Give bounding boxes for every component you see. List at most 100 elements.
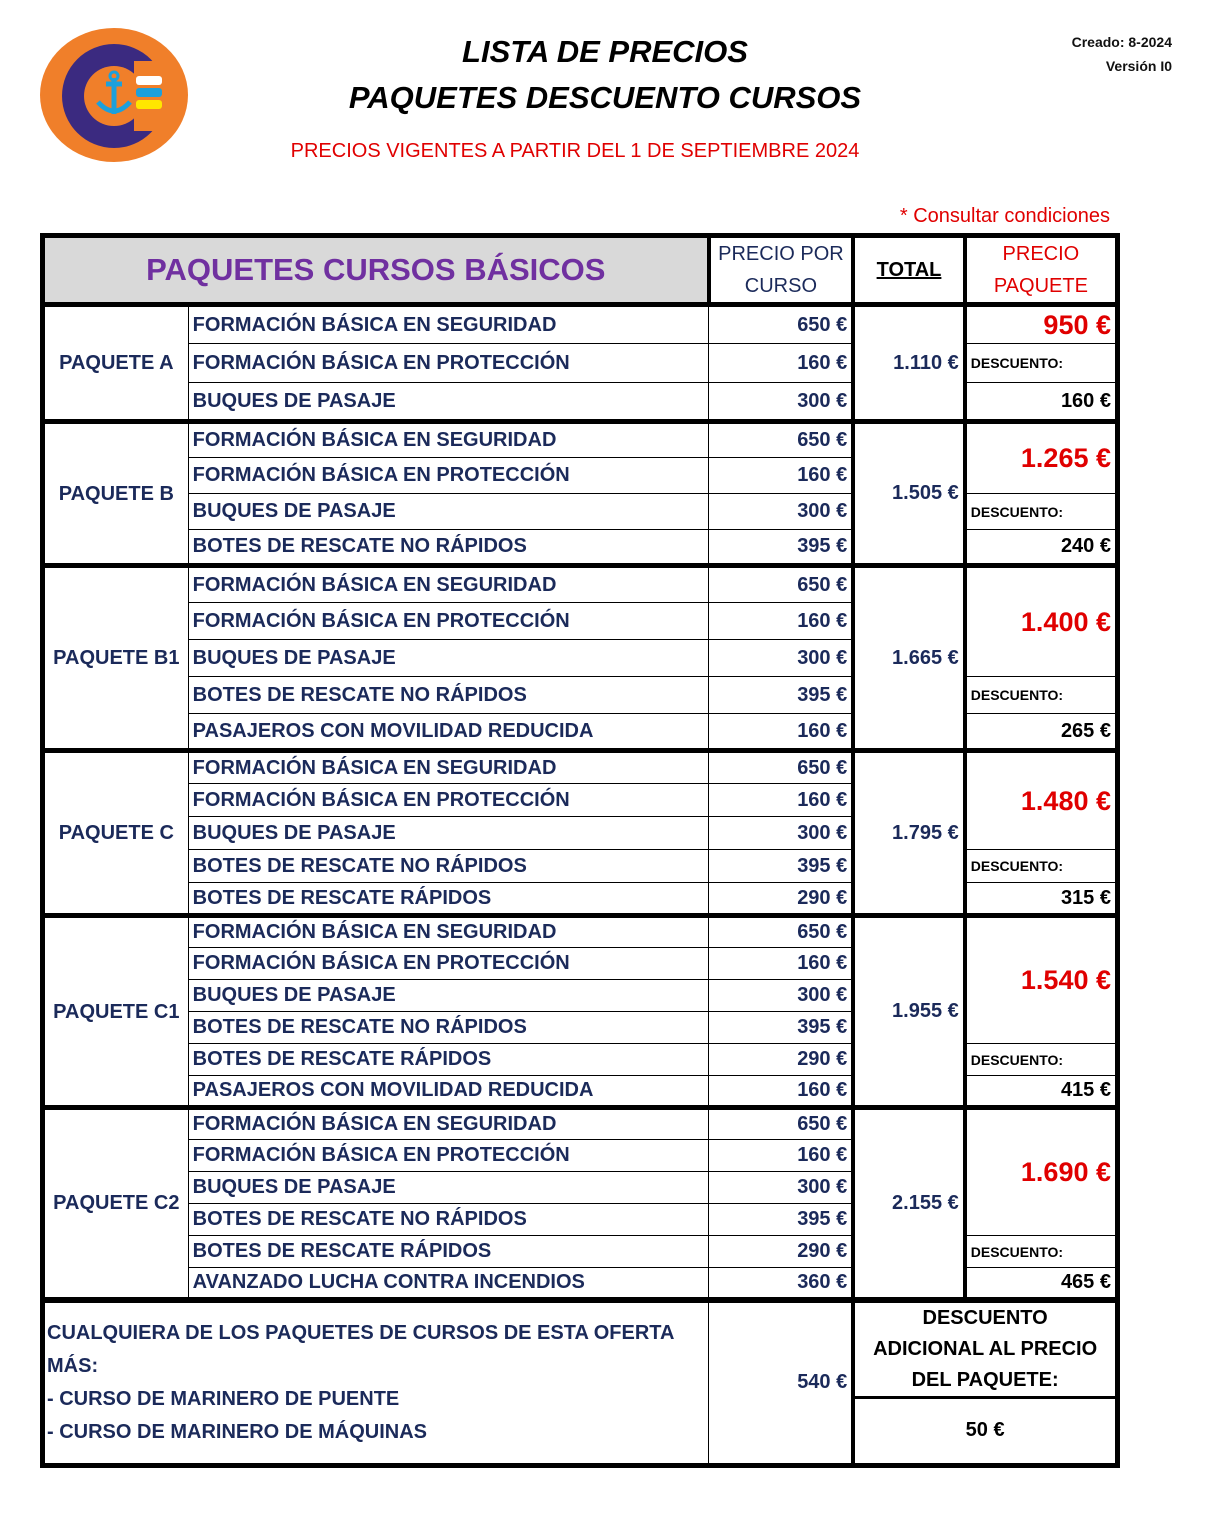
table-row: PAQUETE C1 FORMACIÓN BÁSICA EN SEGURIDAD 6…	[42, 913, 1118, 1108]
header-text: PRECIO	[1002, 243, 1080, 265]
discount-value: 465 €	[964, 1267, 1118, 1300]
package-name: PAQUETE C1	[42, 913, 189, 1108]
course-price: 290 €	[708, 882, 854, 916]
course-price: 395 €	[708, 849, 854, 883]
course-name: FORMACIÓN BÁSICA EN PROTECCIÓN	[187, 602, 710, 640]
package-price: 1.540 €	[964, 913, 1118, 1044]
col-price-per-course: PRECIO POR CURSO	[708, 235, 856, 305]
col-package-price: PRECIO PAQUETE	[964, 235, 1120, 305]
course-name: AVANZADO LUCHA CONTRA INCENDIOS	[187, 1267, 710, 1300]
table-header-row: PAQUETES CURSOS BÁSICOS PRECIO POR CURSO …	[41, 235, 1120, 305]
table-row: PAQUETE B FORMACIÓN BÁSICA EN SEGURIDAD 65…	[42, 419, 1118, 566]
table-row: BOTES DE RESCATE NO RÁPIDOS 395 € 240 €	[43, 529, 1118, 566]
course-name: BOTES DE RESCATE NO RÁPIDOS	[187, 849, 710, 883]
table-row: PAQUETE A FORMACIÓN BÁSICA EN SEGURIDAD 65…	[42, 302, 1118, 422]
course-name: PASAJEROS CON MOVILIDAD REDUCIDA	[187, 1075, 710, 1108]
course-name: BOTES DE RESCATE RÁPIDOS	[187, 1235, 710, 1268]
course-price: 160 €	[708, 343, 854, 383]
course-price: 360 €	[708, 1267, 854, 1300]
offer-line: CUALQUIERA DE LOS PAQUETES DE CURSOS DE …	[47, 1321, 675, 1344]
discount-value: 265 €	[964, 713, 1118, 751]
table-row: BOTES DE RESCATE RÁPIDOS 290 € DESCUENTO:	[43, 1043, 1118, 1076]
course-name: BOTES DE RESCATE NO RÁPIDOS	[187, 1203, 710, 1236]
course-name: BOTES DE RESCATE RÁPIDOS	[187, 1043, 710, 1076]
course-name: FORMACIÓN BÁSICA EN SEGURIDAD	[187, 563, 710, 603]
course-price: 160 €	[708, 713, 854, 751]
discount-value: 160 €	[964, 382, 1118, 422]
header-text: PRECIO POR	[718, 243, 844, 265]
offer-line: - CURSO DE MARINERO DE PUENTE	[47, 1387, 400, 1410]
table-row: BUQUES DE PASAJE 300 €	[43, 979, 1118, 1012]
discount-label: DESCUENTO:	[964, 676, 1118, 714]
course-price: 160 €	[708, 602, 854, 640]
course-name: BOTES DE RESCATE NO RÁPIDOS	[187, 676, 710, 714]
price-table: PAQUETES CURSOS BÁSICOS PRECIO POR CURSO …	[40, 233, 1120, 1468]
package-total: 1.955 €	[851, 913, 967, 1108]
course-price: 395 €	[708, 676, 854, 714]
course-name: BUQUES DE PASAJE	[187, 979, 710, 1012]
course-name: BUQUES DE PASAJE	[187, 816, 710, 850]
table-row: PAQUETE C2 FORMACIÓN BÁSICA EN SEGURIDAD 6…	[42, 1105, 1118, 1300]
course-price: 300 €	[708, 493, 854, 530]
table-row: AVANZADO LUCHA CONTRA INCENDIOS 360 € 465 …	[43, 1267, 1118, 1300]
table-row: FORMACIÓN BÁSICA EN PROTECCIÓN 160 €	[43, 1139, 1118, 1172]
course-price: 650 €	[708, 563, 854, 603]
table-row: FORMACIÓN BÁSICA EN PROTECCIÓN 160 €	[43, 783, 1118, 817]
offer-line: - CURSO DE MARINERO DE MÁQUINAS	[47, 1420, 428, 1443]
footer-row-2: 50 €	[43, 1396, 1119, 1466]
package-price: 1.690 €	[964, 1105, 1118, 1236]
course-name: FORMACIÓN BÁSICA EN PROTECCIÓN	[187, 1139, 710, 1172]
course-name: BOTES DE RESCATE NO RÁPIDOS	[187, 529, 710, 566]
course-price: 650 €	[708, 302, 854, 344]
table-row: BOTES DE RESCATE NO RÁPIDOS 395 € DESCUENT…	[43, 849, 1118, 883]
package-price: 950 €	[964, 302, 1118, 344]
package-total: 1.110 €	[851, 302, 967, 422]
table-row: BOTES DE RESCATE RÁPIDOS 290 € 315 €	[43, 882, 1118, 916]
course-name: FORMACIÓN BÁSICA EN SEGURIDAD	[187, 302, 710, 344]
table-row: FORMACIÓN BÁSICA EN PROTECCIÓN 160 €	[43, 947, 1118, 980]
created-date: Creado: 8-2024	[1071, 34, 1172, 50]
course-price: 160 €	[708, 1075, 854, 1108]
discount-value: 240 €	[964, 529, 1118, 566]
col-total: TOTAL	[852, 235, 967, 305]
document-meta: Creado: 8-2024 Versión I0	[1072, 30, 1172, 78]
discount-label: DESCUENTO:	[964, 493, 1118, 530]
course-price: 160 €	[708, 783, 854, 817]
course-price: 300 €	[708, 979, 854, 1012]
package-name: PAQUETE B1	[42, 563, 189, 751]
package-total: 1.795 €	[851, 748, 967, 916]
table-title: PAQUETES CURSOS BÁSICOS	[41, 235, 711, 305]
footer-offer-text: CUALQUIERA DE LOS PAQUETES DE CURSOS DE …	[41, 1296, 710, 1466]
course-name: BOTES DE RESCATE NO RÁPIDOS	[187, 1011, 710, 1044]
table-row: FORMACIÓN BÁSICA EN PROTECCIÓN 160 €	[43, 457, 1118, 494]
course-name: FORMACIÓN BÁSICA EN PROTECCIÓN	[187, 343, 710, 383]
course-price: 300 €	[708, 1171, 854, 1204]
course-name: FORMACIÓN BÁSICA EN PROTECCIÓN	[187, 783, 710, 817]
table-row: PAQUETE B1 FORMACIÓN BÁSICA EN SEGURIDAD 6…	[42, 563, 1118, 751]
package-total: 1.505 €	[851, 419, 967, 566]
offer-line: MÁS:	[47, 1354, 99, 1377]
table-row: BUQUES DE PASAJE 300 €	[43, 816, 1118, 850]
course-name: BOTES DE RESCATE RÁPIDOS	[187, 882, 710, 916]
header-text: PAQUETE	[993, 275, 1088, 297]
course-price: 160 €	[708, 1139, 854, 1172]
course-price: 650 €	[708, 419, 854, 458]
table-row: BUQUES DE PASAJE 300 €	[43, 639, 1118, 677]
title-line-1: LISTA DE PRECIOS	[462, 34, 748, 69]
title-line-2: PAQUETES DESCUENTO CURSOS	[348, 80, 862, 115]
course-name: FORMACIÓN BÁSICA EN SEGURIDAD	[187, 419, 710, 458]
course-price: 300 €	[708, 382, 854, 422]
course-name: BUQUES DE PASAJE	[187, 639, 710, 677]
package-total: 2.155 €	[851, 1105, 967, 1300]
footer-price: 540 €	[708, 1296, 854, 1466]
subtitle: PRECIOS VIGENTES A PARTIR DEL 1 DE SEPTI…	[290, 140, 860, 162]
course-price: 290 €	[708, 1043, 854, 1076]
course-name: FORMACIÓN BÁSICA EN SEGURIDAD	[187, 1105, 710, 1140]
package-name: PAQUETE C2	[42, 1105, 189, 1300]
course-name: FORMACIÓN BÁSICA EN PROTECCIÓN	[187, 947, 710, 980]
table-row: BUQUES DE PASAJE 300 €	[43, 1171, 1118, 1204]
course-name: BUQUES DE PASAJE	[187, 493, 710, 530]
course-name: FORMACIÓN BÁSICA EN SEGURIDAD	[187, 748, 710, 784]
course-price: 160 €	[708, 947, 854, 980]
